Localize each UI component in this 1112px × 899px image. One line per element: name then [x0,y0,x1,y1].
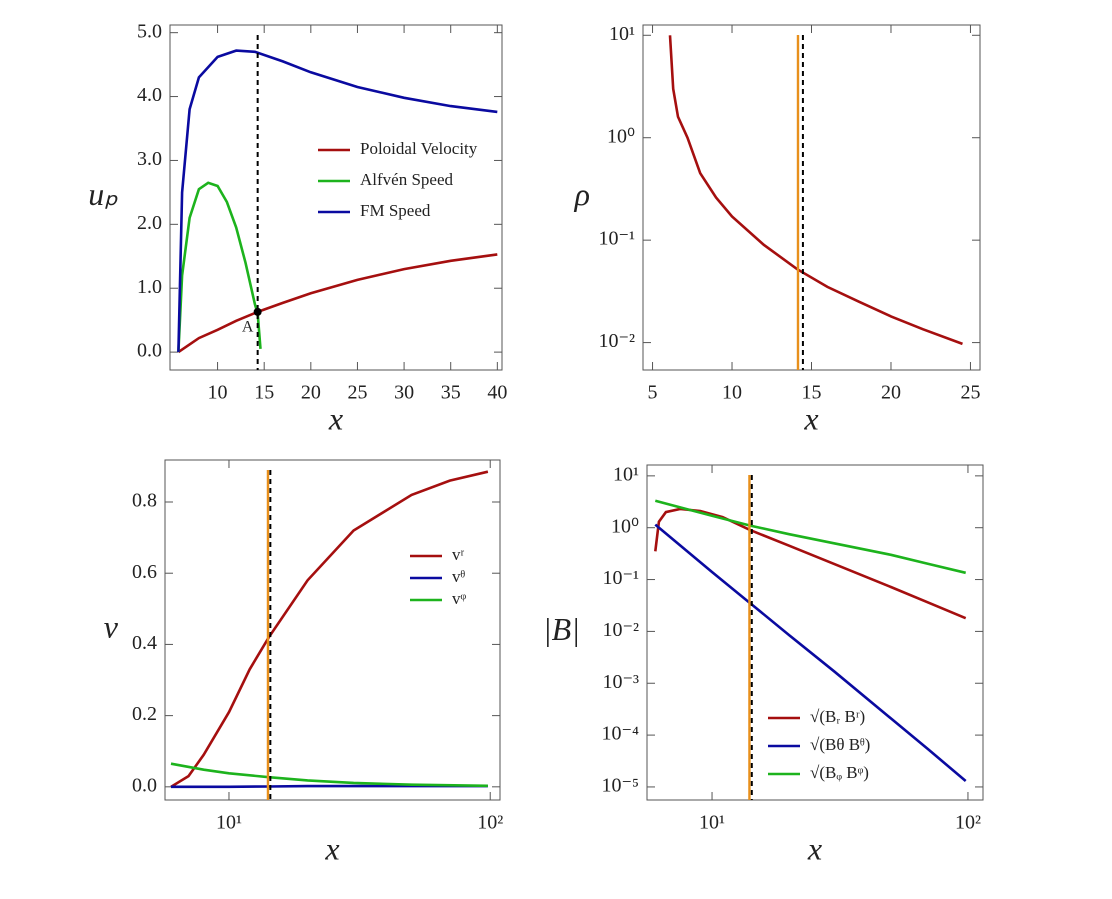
x-tick-label: 5 [648,382,658,404]
plot: 10 15 20 25 30 35 40 0.0 1.0 2.0 3.0 4.0 5.0 x uₚ A Polo… [88,20,507,436]
x-tick-label: 20 [881,382,901,404]
y-tick-label: 10⁻¹ [602,567,639,589]
y-tick-label: 0.2 [132,703,157,725]
plot-frame [164,459,501,801]
legend-label: Poloidal Velocity [360,139,478,158]
x-tick-label: 35 [441,382,461,404]
x-tick-label: 25 [347,382,367,404]
x-tick-label: 15 [254,382,274,404]
legend-label: vʳ [452,545,465,564]
y-tick-label: 10⁻¹ [598,228,635,250]
series-line [654,507,967,620]
series-line [654,523,967,782]
x-tick-label: 10¹ [699,812,725,834]
series-line [177,49,498,353]
annotation-point [253,307,262,316]
x-axis-label: x [807,830,822,866]
legend-label: vᶿ [452,567,466,586]
x-tick-label: 30 [394,382,414,404]
legend-label: vᵠ [452,589,467,608]
series-line [171,784,488,789]
x-tick-label: 25 [960,382,980,404]
legend-label: FM Speed [360,201,431,220]
y-tick-label: 0.8 [132,490,157,512]
x-tick-label: 40 [487,382,507,404]
y-tick-label: 0.0 [132,774,157,796]
y-tick-label: 5.0 [137,20,162,42]
plot-frame [169,24,503,371]
plot-frame [646,464,984,801]
y-tick-label: 1.0 [137,276,162,298]
legend-label: √(Bθ Bᶿ) [810,735,870,754]
y-tick-label: 10⁻⁴ [601,723,639,745]
y-tick-label: 0.4 [132,632,157,654]
y-tick-label: 10⁰ [607,125,635,147]
y-tick-label: 10⁻³ [602,671,639,693]
series-line [177,181,262,353]
x-axis-label: x [803,400,818,436]
y-tick-label: 10¹ [609,23,635,45]
legend-label: √(Bᵩ Bᵠ) [810,763,869,782]
plot: 10¹ 10² 10⁻⁵ 10⁻⁴ 10⁻³ 10⁻² 10⁻¹ 10⁰ 10¹ x |B| √(Bᵣ… [543,463,984,866]
annotation-label: A [242,319,254,336]
y-tick-label: 10⁰ [611,515,639,537]
y-axis-label: |B| [543,611,580,647]
series-line [654,499,967,575]
plot-frame [642,24,981,371]
y-axis-label: v [104,608,119,644]
plot: 10¹ 10² 0.0 0.2 0.4 0.6 0.8 x v vʳ vᶿ vᵠ [104,459,503,866]
x-tick-label: 10¹ [216,812,242,834]
legend-label: Alfvén Speed [360,170,454,189]
y-tick-label: 10⁻⁵ [601,775,639,797]
x-tick-label: 10 [208,382,228,404]
x-tick-label: 10 [722,382,742,404]
y-tick-label: 10⁻² [598,330,635,352]
y-tick-label: 4.0 [137,84,162,106]
y-axis-label: ρ [574,176,590,212]
series-line [177,253,498,354]
x-tick-label: 20 [301,382,321,404]
x-axis-label: x [324,830,339,866]
y-tick-label: 3.0 [137,148,162,170]
x-tick-label: 10² [477,812,503,834]
y-tick-label: 2.0 [137,212,162,234]
y-axis-label: uₚ [88,176,118,212]
series-line [170,762,488,788]
x-axis-label: x [328,400,343,436]
legend-label: √(Bᵣ Bʳ) [810,707,865,726]
y-tick-label: 10¹ [613,463,639,485]
y-tick-label: 0.6 [132,561,157,583]
series-line [170,470,489,788]
plot: 5 10 15 20 25 10⁻² 10⁻¹ 10⁰ 10¹ x ρ [574,23,981,436]
series-line [668,35,963,346]
x-tick-label: 15 [802,382,822,404]
y-tick-label: 0.0 [137,340,162,362]
y-tick-label: 10⁻² [602,619,639,641]
x-tick-label: 10² [955,812,981,834]
